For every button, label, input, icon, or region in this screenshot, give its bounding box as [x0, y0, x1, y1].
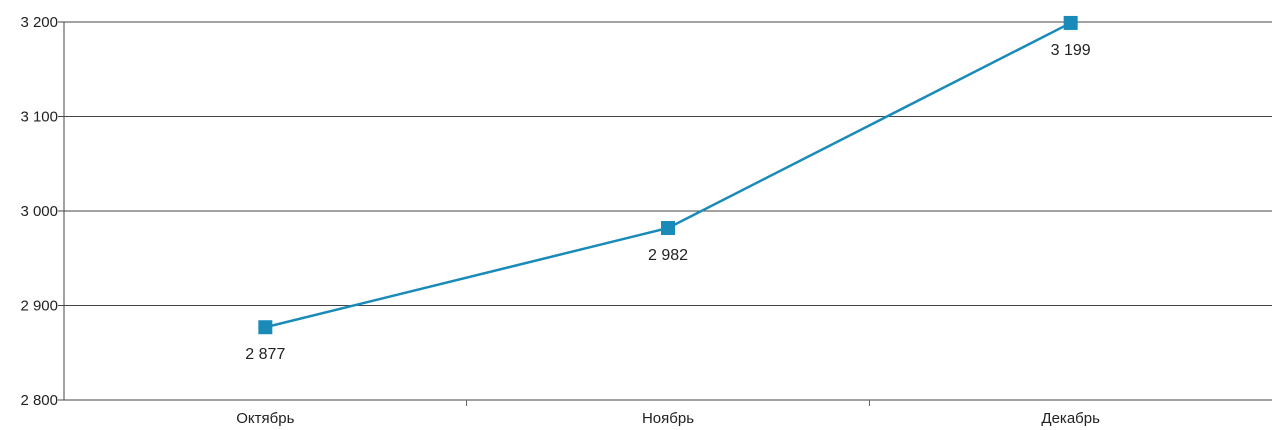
x-tick-label-2: Ноябрь [642, 410, 694, 427]
data-label-1: 2 877 [245, 346, 285, 363]
data-point-3 [1063, 15, 1078, 30]
series-line [265, 21, 1072, 329]
data-point-1 [258, 320, 273, 335]
data-label-3: 3 199 [1051, 42, 1091, 59]
y-tick-label-3100: 3 100 [20, 109, 58, 126]
y-tick-label-3200: 3 200 [20, 14, 58, 31]
data-point-2 [661, 221, 675, 236]
y-axis-tick-labels: 2 800 2 900 3 000 3 100 3 200 [20, 14, 58, 409]
series-markers [258, 15, 1078, 335]
x-tick-label-1: Октябрь [236, 410, 294, 427]
y-tick-label-2900: 2 900 [20, 298, 58, 315]
x-axis-tick-labels: Октябрь Ноябрь Декабрь [236, 410, 1100, 427]
y-tick-label-2800: 2 800 [20, 392, 58, 409]
y-tick-label-3000: 3 000 [20, 203, 58, 220]
data-label-2: 2 982 [648, 247, 688, 264]
series-line-1 [265, 21, 1072, 329]
x-tick-label-3: Декабрь [1041, 410, 1100, 427]
axes [63, 22, 870, 406]
gridlines [58, 21, 1272, 401]
data-labels: 2 877 2 982 3 199 [245, 42, 1090, 363]
